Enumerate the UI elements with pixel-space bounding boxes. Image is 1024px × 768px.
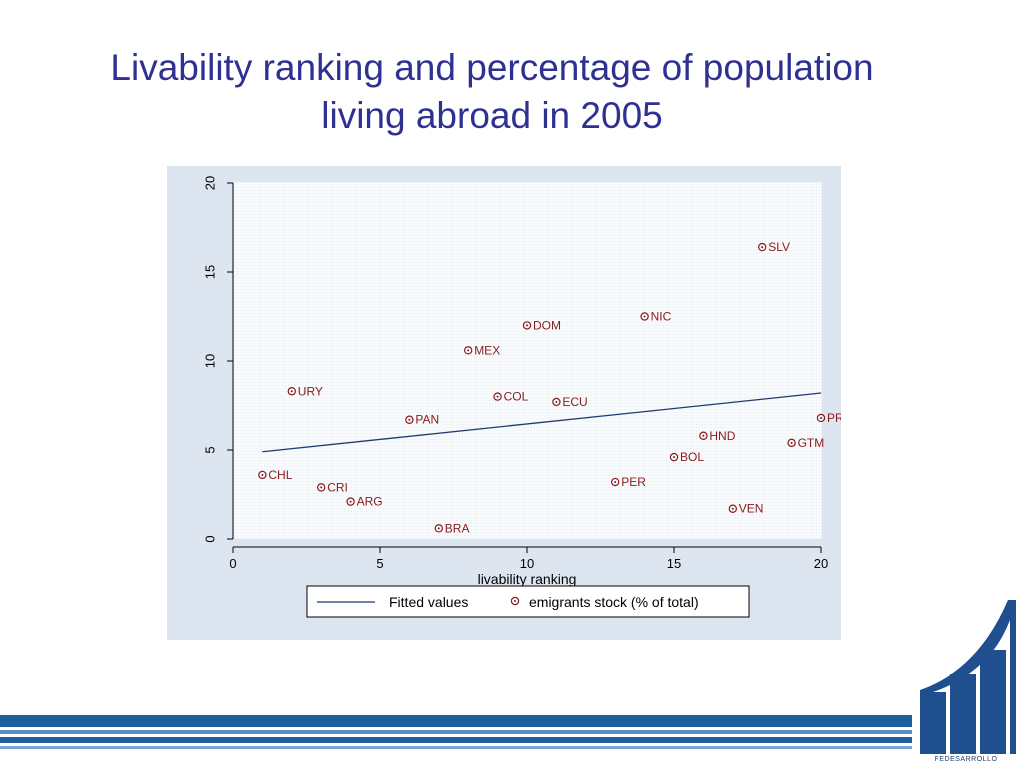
data-point-center [614,481,617,484]
slide-title-line-1: Livability ranking and percentage of pop… [110,47,874,88]
data-point-bra [434,524,443,533]
legend-marker-center [514,600,516,602]
y-tick-label: 10 [202,354,217,368]
y-tick-label: 20 [202,176,217,190]
y-tick-label: 0 [202,535,217,542]
data-point-center [790,441,793,444]
data-point-center [496,395,499,398]
logo-text: FEDESARROLLO [934,756,998,763]
data-label-cri: CRI [327,480,348,494]
data-label-bra: BRA [445,521,470,535]
scatter-chart: 0 5 10 15 20 0 5 10 15 20 livability ranking CHL URY… [202,176,841,618]
data-point-ury [287,387,297,396]
logo-bar-2 [950,674,976,754]
data-point-center [820,416,822,419]
data-point-bol [669,452,679,462]
data-label-hnd: HND [709,429,735,443]
data-label-per: PER [621,475,646,489]
data-label-ury: URY [298,384,323,398]
footer-stripe-3 [0,737,912,743]
x-tick-label: 20 [814,556,828,571]
data-label-chl: CHL [268,468,292,482]
x-tick-label: 15 [667,556,681,571]
data-point-dom [522,321,532,330]
data-point-gtm [787,438,796,448]
data-label-ecu: ECU [562,395,587,409]
data-point-per [611,477,620,487]
chart-panel: 0 5 10 15 20 0 5 10 15 20 livability ranking CHL URY… [167,166,841,640]
data-point-arg [346,497,355,506]
data-point-center [437,527,440,530]
legend-label-fitted: Fitted values [389,594,468,610]
data-point-nic [640,312,649,321]
logo-bar-1 [920,692,946,754]
footer-stripes [0,715,912,755]
data-point-center [290,390,293,393]
data-point-col [493,392,502,401]
x-axis-label: livability ranking [478,571,577,587]
fedesarrollo-logo-icon [920,600,1016,754]
data-point-center [526,324,528,327]
data-label-dom: DOM [533,318,561,332]
data-label-slv: SLV [768,240,790,254]
data-point-center [761,246,764,249]
data-label-pan: PAN [415,413,439,427]
data-point-hnd [699,431,708,440]
data-label-ven: VEN [739,502,764,516]
data-point-center [555,400,558,403]
fitted-values-line [262,392,822,453]
data-label-nic: NIC [651,310,672,324]
data-point-center [261,473,264,476]
data-label-pry: PRY [827,411,841,425]
data-point-cri [316,483,326,492]
legend-label-emigrants: emigrants stock (% of total) [529,594,699,610]
data-point-mex [464,346,473,355]
data-point-center [408,418,411,421]
legend-box [306,585,750,618]
footer-stripe-2 [0,730,912,734]
footer-stripe-4 [0,746,912,749]
data-point-slv [758,242,767,252]
data-label-mex: MEX [474,343,500,357]
data-label-gtm: GTM [798,436,825,450]
data-point-ecu [552,397,561,407]
logo-swoosh [920,600,1016,754]
data-point-center [702,434,705,437]
y-tick-label: 5 [202,446,217,453]
data-point-center [673,456,675,459]
footer-stripe-1 [0,715,912,727]
x-tick-label: 0 [229,556,236,571]
data-label-col: COL [504,390,529,404]
x-tick-label: 10 [520,556,534,571]
logo-bar-3 [980,650,1006,754]
slide-title: Livability ranking and percentage of pop… [40,44,944,140]
data-point-center [320,486,323,489]
data-label-arg: ARG [357,495,383,509]
y-tick-label: 15 [202,265,217,279]
data-point-center [731,507,734,510]
data-point-pan [405,415,414,424]
data-point-center [467,349,470,352]
data-point-chl [258,470,267,480]
data-point-pry [816,413,826,423]
data-point-center [349,500,352,503]
data-point-ven [728,504,738,513]
grid [232,182,822,539]
legend-marker-swatch [510,596,520,606]
x-tick-label: 5 [376,556,383,571]
slide-title-line-2: living abroad in 2005 [321,95,663,136]
data-label-bol: BOL [680,450,704,464]
data-point-center [643,315,646,318]
